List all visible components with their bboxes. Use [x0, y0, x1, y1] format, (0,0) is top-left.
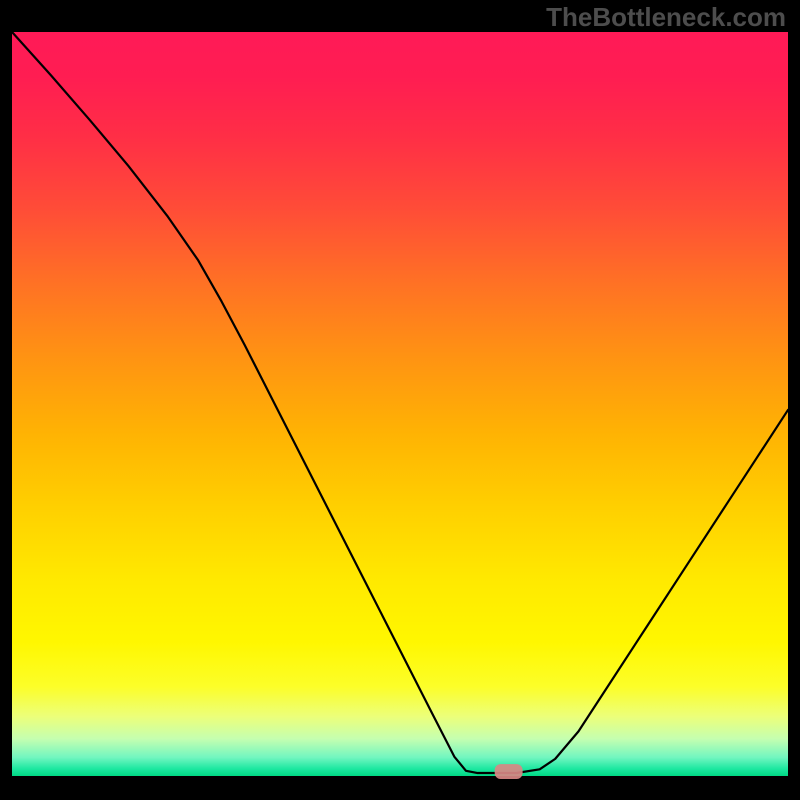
chart-svg	[0, 0, 800, 800]
bottleneck-gradient-chart: TheBottleneck.com	[0, 0, 800, 800]
plot-gradient-background	[12, 32, 788, 776]
plot-area	[12, 32, 788, 779]
bottleneck-marker	[495, 764, 523, 779]
